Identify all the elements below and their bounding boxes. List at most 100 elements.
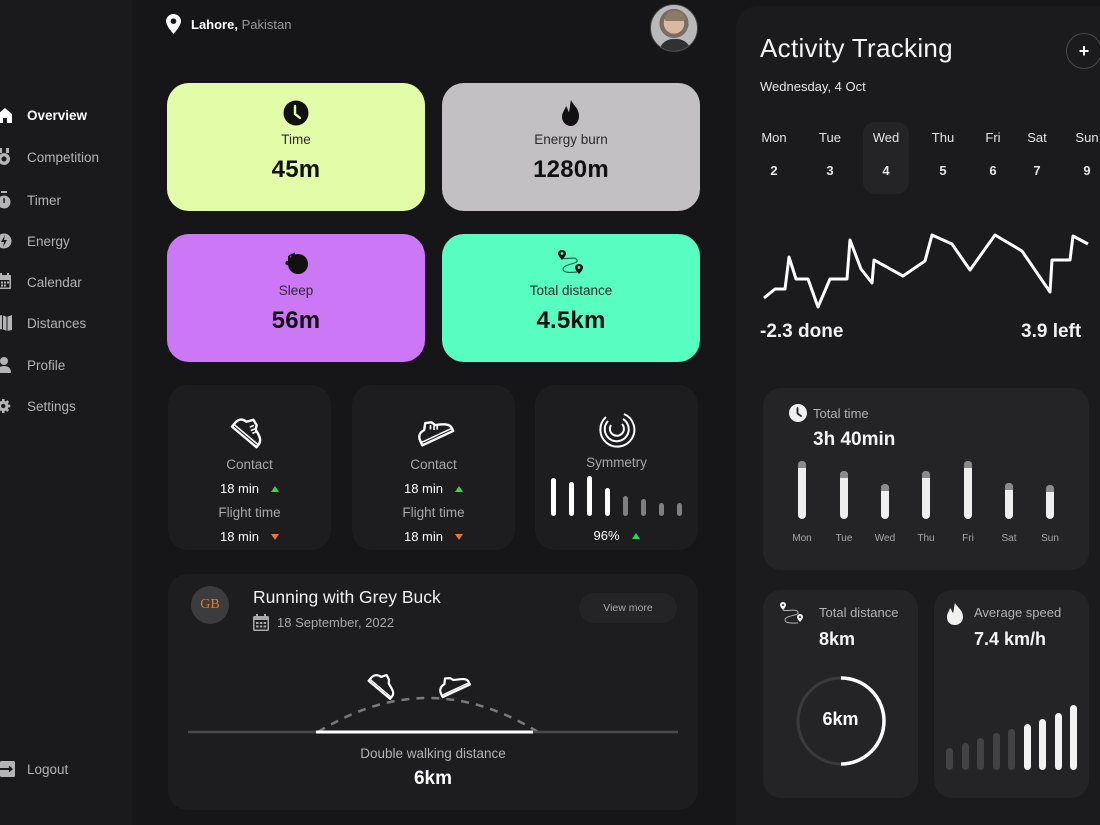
sidebar-item-profile[interactable]: Profile — [0, 353, 65, 377]
stat-card-energy-burn[interactable]: Energy burn 1280m — [442, 83, 700, 211]
stat-card-time[interactable]: Time 45m — [167, 83, 425, 211]
sidebar-item-label: Distances — [27, 315, 87, 331]
week-day-sat[interactable]: Sat 7 — [1027, 130, 1047, 178]
stat-title: Sleep — [278, 283, 314, 298]
week-day-mon[interactable]: Mon 2 — [761, 130, 787, 178]
running-session-card: GB Running with Grey Buck 18 September, … — [168, 574, 698, 810]
distance-progress-ring — [796, 676, 886, 766]
sidebar-item-overview[interactable]: Overview — [0, 103, 87, 127]
total-time-card: Total time 3h 40min Mon Tue Wed Thu Fri Sat Su… — [763, 388, 1089, 570]
week-day-tue[interactable]: Tue 3 — [819, 130, 841, 178]
stat-card-sleep[interactable]: Sleep 56m — [167, 234, 425, 362]
location-pin-icon — [166, 14, 181, 34]
contact-label: Contact — [226, 457, 273, 472]
total-time-value: 3h 40min — [813, 429, 896, 450]
speed-bar — [1070, 705, 1077, 770]
total-time-bar — [881, 484, 889, 519]
calendar-icon — [253, 614, 269, 631]
stat-title: Total distance — [529, 283, 613, 298]
sidebar-item-competition[interactable]: Competition — [0, 145, 99, 169]
symmetry-rings-icon — [598, 410, 636, 450]
location-city: Lahore, — [191, 16, 238, 32]
activity-date: Wednesday, 4 Oct — [760, 79, 866, 94]
sidebar-item-label: Settings — [27, 398, 76, 414]
add-activity-button[interactable]: + — [1066, 33, 1100, 69]
home-icon — [0, 106, 12, 124]
symmetry-bar — [587, 476, 592, 516]
stat-value: 1280m — [533, 156, 609, 183]
symmetry-label: Symmetry — [586, 455, 647, 470]
sidebar-item-calendar[interactable]: Calendar — [0, 270, 82, 294]
contact-label: Contact — [410, 457, 457, 472]
symmetry-bar — [605, 488, 610, 516]
run-date: 18 September, 2022 — [253, 614, 394, 631]
moon-music-icon — [283, 250, 309, 278]
total-time-day-label: Wed — [874, 533, 896, 544]
logout-button[interactable]: Logout — [0, 758, 68, 780]
walking-distance-value: 6km — [413, 768, 453, 789]
walking-distance-label: Double walking distance — [360, 746, 506, 761]
distance-ring-value: 6km — [822, 709, 859, 729]
speed-bar — [1008, 729, 1015, 770]
clock-icon — [283, 99, 309, 127]
speed-bar — [946, 748, 953, 770]
flight-time-value: 18 min — [404, 529, 464, 544]
speed-bar — [1054, 713, 1062, 770]
flight-time-label: Flight time — [218, 505, 281, 520]
trend-up-icon — [455, 485, 464, 492]
sidebar-item-label: Competition — [27, 149, 100, 165]
week-day-sun[interactable]: Sun 9 — [1075, 130, 1099, 178]
symmetry-bar — [659, 503, 664, 516]
sidebar-item-distances[interactable]: Distances — [0, 311, 86, 335]
left-shoe-icon — [230, 410, 270, 450]
sidebar-item-label: Calendar — [27, 274, 82, 290]
total-time-day-label: Sun — [1041, 533, 1059, 544]
total-time-day-label: Tue — [835, 533, 853, 544]
sidebar-item-label: Energy — [27, 233, 70, 249]
sidebar-item-energy[interactable]: Energy — [0, 229, 70, 253]
average-speed-label: Average speed — [974, 605, 1062, 620]
route-icon — [557, 250, 585, 278]
total-distance-card: Total distance 8km 6km — [763, 590, 918, 798]
runner-badge: GB — [191, 586, 229, 624]
symmetry-bars — [551, 476, 682, 516]
activity-line-chart — [763, 233, 1089, 309]
symmetry-bar — [569, 482, 574, 516]
stat-title: Time — [281, 132, 311, 147]
right-shoe-card: Contact 18 min Flight time 18 min — [352, 385, 515, 550]
total-time-bar — [798, 461, 806, 519]
symmetry-bar — [551, 478, 556, 516]
flame-icon — [945, 602, 965, 626]
stat-value: 56m — [271, 307, 321, 334]
stat-card-total-distance[interactable]: Total distance 4.5km — [442, 234, 700, 362]
avatar[interactable] — [650, 4, 698, 52]
location-country: Pakistan — [241, 16, 292, 32]
total-time-day-label: Sat — [1001, 533, 1017, 544]
sidebar-item-timer[interactable]: Timer — [0, 188, 61, 212]
left-shoe-icon — [367, 673, 395, 700]
location[interactable]: Lahore, Pakistan — [166, 14, 291, 34]
total-time-bar — [922, 471, 930, 519]
total-time-bar — [964, 461, 972, 519]
route-icon — [779, 602, 805, 628]
calendar-icon — [0, 273, 12, 291]
sidebar: Overview Competition Timer Energy Calend… — [0, 0, 132, 825]
left-shoe-card: Contact 18 min Flight time 18 min — [168, 385, 331, 550]
speed-bar — [1023, 724, 1031, 770]
stat-title: Energy burn — [534, 132, 608, 147]
sidebar-item-settings[interactable]: Settings — [0, 394, 76, 418]
total-time-bar — [1005, 483, 1013, 519]
total-distance-value: 8km — [819, 629, 856, 649]
total-time-bar — [1046, 485, 1054, 519]
stat-value: 4.5km — [536, 307, 606, 334]
symmetry-bar — [677, 503, 682, 516]
total-time-day-label: Mon — [792, 533, 812, 544]
week-day-thu[interactable]: Thu 5 — [931, 130, 955, 178]
week-day-wed[interactable]: Wed 4 — [863, 122, 909, 194]
right-shoe-icon — [439, 677, 471, 699]
flame-icon — [560, 99, 582, 127]
view-more-button[interactable]: View more — [579, 593, 677, 623]
week-day-fri[interactable]: Fri 6 — [985, 130, 1001, 178]
flight-time-label: Flight time — [402, 505, 465, 520]
contact-value: 18 min — [404, 481, 464, 496]
